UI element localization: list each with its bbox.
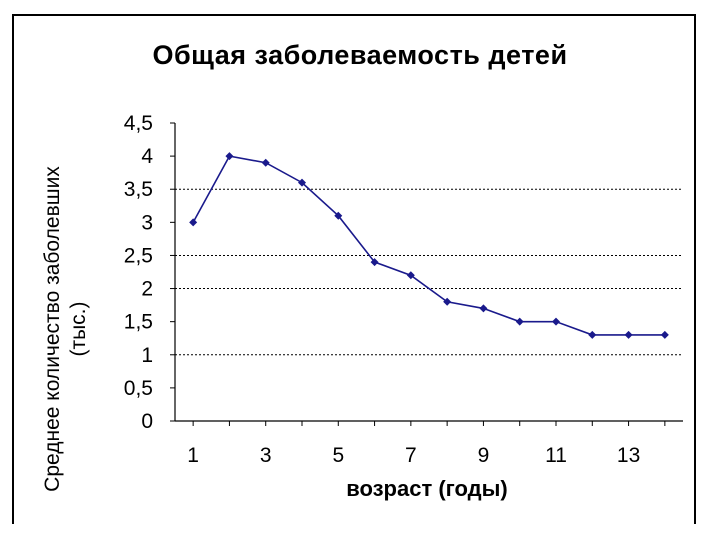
data-point [443,297,452,306]
data-point [261,158,270,167]
x-tick-label: 7 [405,444,417,467]
data-point [624,330,633,339]
data-point [334,211,343,220]
y-tick-label: 0 [141,410,153,433]
data-point [552,317,560,326]
data-point [515,317,524,326]
x-axis-label: возраст (годы) [346,476,508,501]
y-tick-label: 1,5 [124,311,153,334]
y-tick-label: 3 [141,211,153,234]
data-point [660,330,669,339]
data-point [479,304,488,313]
x-tick-label: 1 [187,444,199,467]
data-point [406,271,415,280]
y-tick-label: 1 [141,344,153,367]
x-tick-label: 5 [332,444,344,467]
x-tick-label: 3 [260,444,272,467]
x-tick-label: 9 [478,444,490,467]
data-point [588,330,597,339]
y-tick-label: 2,5 [124,244,153,267]
x-tick-label: 11 [545,444,567,467]
y-tick-label: 0,5 [124,377,153,400]
series-line [192,155,665,336]
data-point [189,218,198,227]
data-point [225,152,234,161]
x-tick-label: 13 [617,444,640,467]
chart-frame [12,14,696,524]
y-tick-label: 4,5 [124,112,153,135]
data-point [298,178,306,187]
y-tick-label: 2 [141,278,153,301]
y-tick-label: 4 [141,145,153,168]
chart-title: Общая заболеваемость детей [152,40,568,70]
y-tick-label: 3,5 [124,178,153,201]
data-point [370,258,379,267]
